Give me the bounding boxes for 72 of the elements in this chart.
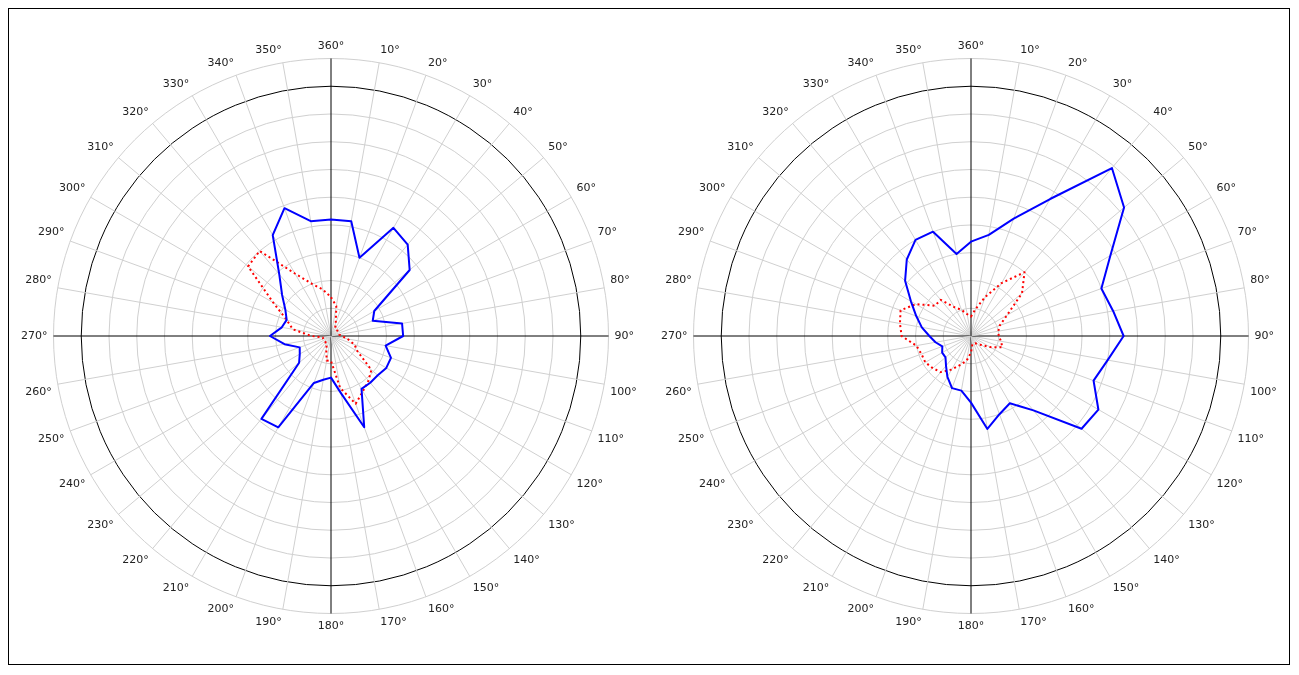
spoke-label: 350° <box>255 42 282 56</box>
spoke-label: 150° <box>1112 580 1140 594</box>
spoke-label: 80° <box>1250 272 1270 286</box>
spoke-label: 160° <box>427 601 455 615</box>
spoke-label: 310° <box>727 139 754 153</box>
spoke-label: 290° <box>38 224 65 238</box>
spoke-label: 260° <box>665 384 692 398</box>
spoke-label: 100° <box>610 384 637 398</box>
spoke-label: 180° <box>317 618 345 632</box>
spoke-label: 300° <box>58 180 86 194</box>
spoke-label: 40° <box>1153 104 1173 118</box>
spoke-label: 250° <box>38 431 65 445</box>
spoke-label: 210° <box>162 580 190 594</box>
spoke-label: 340° <box>847 55 875 69</box>
spoke-label: 200° <box>847 601 875 615</box>
spoke-label: 300° <box>698 180 726 194</box>
spoke-label: 70° <box>1237 224 1257 238</box>
spoke-label: 130° <box>1188 517 1215 531</box>
spoke-label: 60° <box>576 180 597 194</box>
spoke-label: 170° <box>1020 614 1047 628</box>
spoke-label: 140° <box>1153 552 1180 566</box>
spoke-label: 30° <box>472 76 493 90</box>
spoke-label: 350° <box>895 42 922 56</box>
spoke-label: 310° <box>87 139 114 153</box>
spoke-label: 360° <box>317 38 345 52</box>
spoke-label: 10° <box>1020 42 1040 56</box>
spoke-label: 190° <box>895 614 922 628</box>
spoke-label: 190° <box>255 614 282 628</box>
spoke-label: 170° <box>380 614 407 628</box>
spoke-label: 80° <box>610 272 630 286</box>
spoke-label: 120° <box>576 476 604 490</box>
spoke-label: 180° <box>957 618 985 632</box>
spoke-label: 30° <box>1112 76 1133 90</box>
spoke-label: 280° <box>665 272 692 286</box>
spoke-label: 140° <box>513 552 540 566</box>
spoke-label: 260° <box>25 384 52 398</box>
spoke-label: 230° <box>87 517 114 531</box>
spoke-label: 90° <box>1254 328 1274 342</box>
spoke-label: 320° <box>762 104 789 118</box>
spoke-label: 120° <box>1216 476 1244 490</box>
spoke-label: 240° <box>698 476 726 490</box>
spoke-label: 270° <box>21 328 48 342</box>
spoke-label: 110° <box>1237 431 1264 445</box>
spoke-label: 20° <box>427 55 448 69</box>
spoke-label: 220° <box>122 552 149 566</box>
spoke-label: 130° <box>548 517 575 531</box>
spoke-label: 150° <box>472 580 500 594</box>
spoke-label: 20° <box>1067 55 1088 69</box>
spoke-label: 270° <box>661 328 688 342</box>
spoke-label: 330° <box>802 76 830 90</box>
spoke-label: 60° <box>1216 180 1237 194</box>
spoke-label: 100° <box>1250 384 1277 398</box>
spoke-label: 280° <box>25 272 52 286</box>
spoke-label: 320° <box>122 104 149 118</box>
spoke-label: 290° <box>678 224 705 238</box>
spoke-label: 50° <box>1188 139 1208 153</box>
spoke-label: 330° <box>162 76 190 90</box>
spoke-label: 340° <box>207 55 235 69</box>
spoke-label: 360° <box>957 38 985 52</box>
spoke-label: 220° <box>762 552 789 566</box>
spoke-label: 200° <box>207 601 235 615</box>
spoke-label: 70° <box>597 224 617 238</box>
spoke-label: 110° <box>597 431 624 445</box>
spoke-label: 250° <box>678 431 705 445</box>
spoke-label: 160° <box>1067 601 1095 615</box>
spoke-label: 40° <box>513 104 533 118</box>
spoke-label: 50° <box>548 139 568 153</box>
spoke-label: 230° <box>727 517 754 531</box>
spoke-label: 210° <box>802 580 830 594</box>
spoke-label: 90° <box>614 328 634 342</box>
spoke-label: 10° <box>380 42 400 56</box>
spoke-label: 240° <box>58 476 86 490</box>
